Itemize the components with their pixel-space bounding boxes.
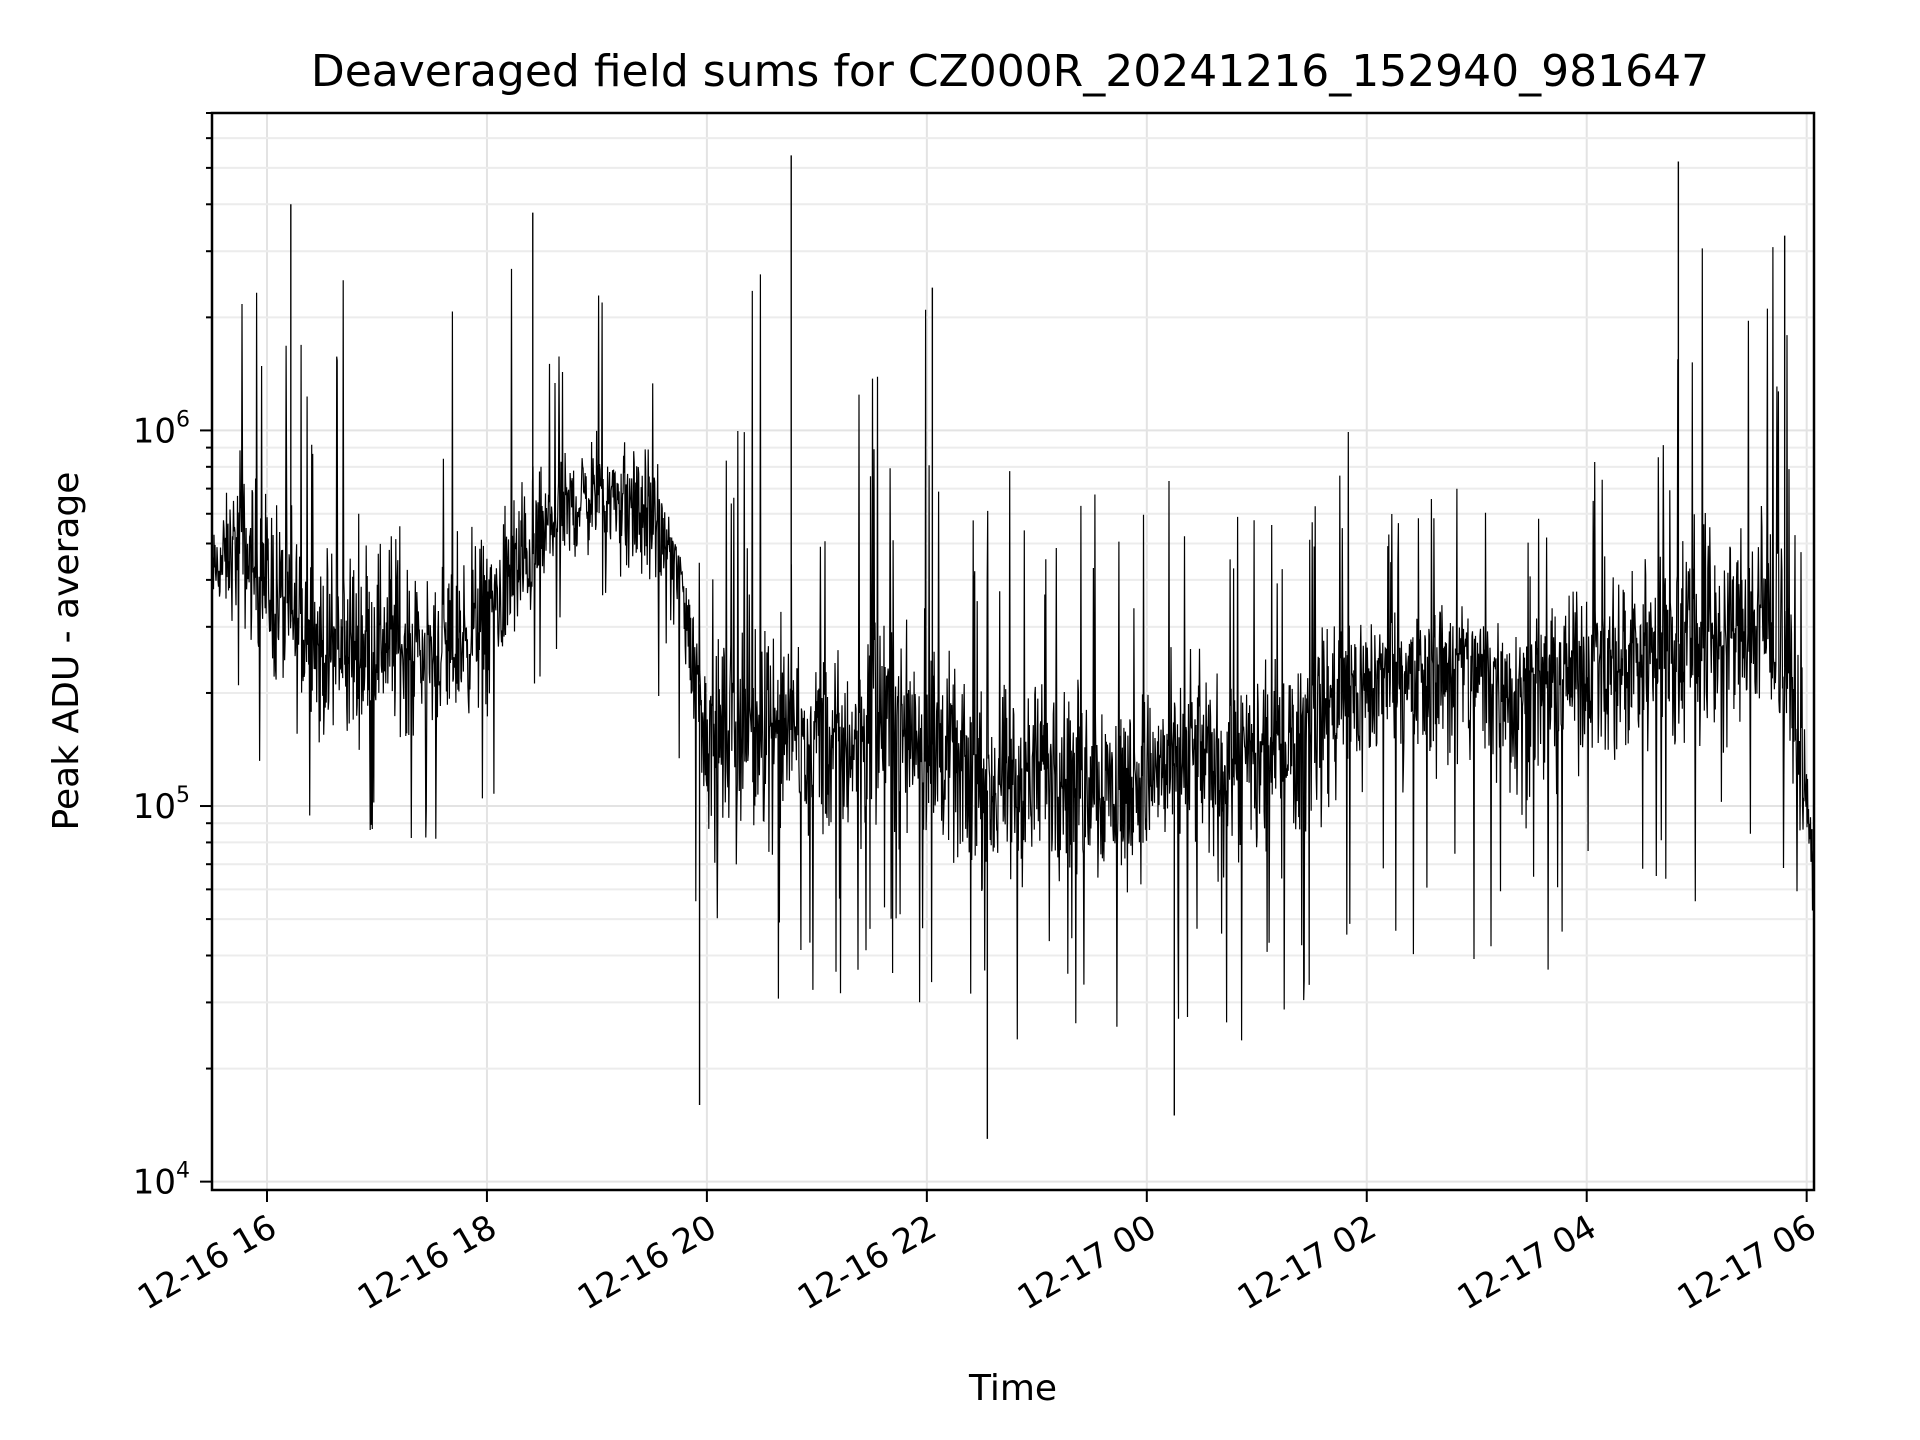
series-line	[211, 247, 1815, 1041]
y-tick-label-1: 105	[133, 783, 190, 827]
grid-lines	[212, 112, 1814, 1190]
series-line-group	[211, 155, 1815, 1139]
plot-frame	[210, 111, 1816, 1192]
x-axis-label: Time	[968, 1368, 1057, 1409]
y-axis-label: Peak ADU - average	[46, 472, 87, 831]
chart-title: Deaveraged field sums for CZ000R_2024121…	[311, 46, 1709, 97]
